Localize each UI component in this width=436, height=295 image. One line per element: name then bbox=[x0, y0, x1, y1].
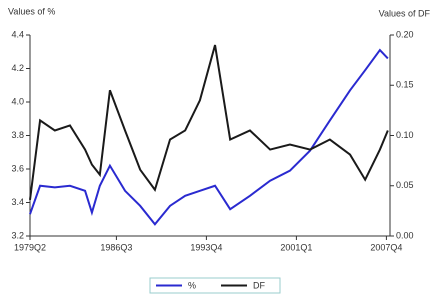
x-tick-label: 1979Q2 bbox=[14, 242, 46, 252]
y2-tick-label: 0.10 bbox=[396, 130, 414, 140]
chart: Values of % Values of DF 3.2 3.4 3.6 3.8 4.0… bbox=[0, 0, 436, 295]
y-tick-label: 3.6 bbox=[11, 163, 24, 173]
y2-tick-label: 0.05 bbox=[396, 180, 414, 190]
y2-tick-label: 0.15 bbox=[396, 80, 414, 90]
legend-label: % bbox=[188, 280, 196, 290]
page: Values of % Values of DF 3.2 3.4 3.6 3.8 4.0… bbox=[0, 0, 436, 295]
y-tick-label: 3.4 bbox=[11, 197, 24, 207]
y-tick-label: 3.2 bbox=[11, 230, 24, 240]
legend-label: DF bbox=[253, 280, 265, 290]
y-axis-title: Values of % bbox=[8, 6, 55, 16]
x-tick-label: 2001Q1 bbox=[280, 242, 312, 252]
y2-tick-label: 0.00 bbox=[396, 230, 414, 240]
x-tick-label: 2007Q4 bbox=[370, 242, 402, 252]
y2-tick-label: 0.20 bbox=[396, 29, 414, 39]
y2-axis-title: Values of DF bbox=[379, 8, 431, 18]
x-tick-label: 1986Q3 bbox=[100, 242, 132, 252]
y-tick-label: 3.8 bbox=[11, 130, 24, 140]
x-tick-label: 1993Q4 bbox=[190, 242, 222, 252]
y-tick-label: 4.2 bbox=[11, 63, 24, 73]
series-line bbox=[30, 45, 388, 200]
series-line bbox=[30, 50, 388, 224]
y-tick-label: 4.0 bbox=[11, 96, 24, 106]
y-tick-label: 4.4 bbox=[11, 29, 24, 39]
